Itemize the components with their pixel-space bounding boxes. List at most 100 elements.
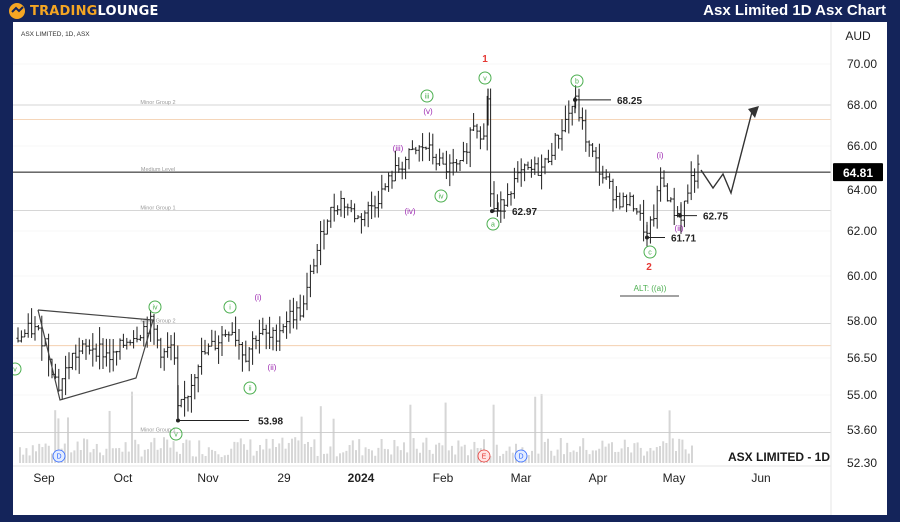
volume-bar [540, 393, 543, 463]
volume-bar [598, 448, 601, 463]
volume-bar [463, 444, 466, 463]
volume-bar [67, 417, 69, 463]
volume-bar [163, 437, 165, 463]
volume-bar [511, 452, 514, 463]
volume-bar [31, 445, 34, 463]
callout-dot [573, 97, 577, 102]
volume-bar [143, 449, 146, 463]
y-tick-label: 56.50 [847, 351, 877, 365]
wave-label-purple: (i) [254, 293, 261, 302]
volume-bar [441, 445, 444, 463]
y-tick-label: 53.60 [847, 423, 877, 437]
volume-bar [44, 443, 47, 463]
volume-bar [63, 443, 66, 463]
volume-bar [566, 442, 569, 463]
volume-bar [611, 442, 613, 463]
volume-bar [467, 455, 469, 463]
volume-bar [691, 445, 693, 463]
wave-label-green: iv [438, 194, 444, 201]
volume-bar [204, 455, 207, 463]
volume-bar [409, 404, 412, 463]
volume-bar [393, 439, 396, 463]
wave-label-purple: (i) [656, 151, 663, 160]
volume-bar [460, 446, 463, 463]
volume-bar [550, 450, 553, 463]
volume-bar [447, 450, 450, 463]
wave-label-green: i [229, 305, 231, 312]
volume-bar [47, 445, 50, 463]
wave-label-red: 1 [482, 54, 488, 65]
wave-label-green: b [575, 79, 579, 86]
x-tick-label: Mar [511, 471, 532, 485]
volume-bar [499, 455, 501, 463]
price-chart[interactable]: Minor Group 2 Medium Level Minor Group 1 Mi… [8, 22, 887, 515]
volume-bar [662, 441, 665, 463]
volume-bar [326, 453, 329, 463]
volume-bar [364, 447, 367, 463]
volume-bar [543, 441, 546, 463]
volume-bar [211, 449, 213, 463]
volume-bar [435, 444, 437, 463]
volume-bar [377, 447, 380, 463]
volume-bar [172, 441, 175, 463]
x-tick-label: Oct [114, 471, 133, 485]
volume-bar [633, 443, 636, 463]
volume-bar [659, 446, 661, 463]
volume-bar [140, 456, 143, 463]
y-tick-label: 52.30 [847, 456, 877, 470]
symbol-info: ASX LIMITED, 1D, ASX [21, 31, 90, 38]
volume-bar [652, 450, 655, 463]
volume-bar [201, 454, 204, 463]
volume-bar [495, 444, 498, 463]
volume-bar [403, 442, 405, 463]
volume-bar [678, 438, 681, 463]
volume-bar [166, 439, 169, 463]
volume-bar [367, 448, 370, 463]
y-tick-label: 68.00 [847, 98, 877, 112]
volume-bar [236, 442, 239, 463]
wave-label-green: v [174, 432, 178, 439]
volume-bar [505, 450, 508, 463]
volume-bar [73, 450, 76, 463]
volume-bar [127, 451, 130, 463]
volume-bar [569, 452, 572, 463]
level-label: Medium Level [141, 167, 175, 173]
volume-bar [553, 455, 556, 463]
event-marker [514, 449, 528, 463]
volume-bar [575, 451, 578, 463]
event-marker [477, 449, 491, 463]
volume-bar [79, 449, 82, 463]
volume-bar [198, 440, 201, 463]
volume-bar [415, 448, 418, 463]
volume-bar [390, 454, 393, 463]
volume-bar [99, 452, 101, 463]
x-tick-label: Feb [433, 471, 454, 485]
chart-frame: Minor Group 2 Medium Level Minor Group 1 Mi… [8, 22, 887, 515]
volume-bar [265, 438, 268, 463]
volume-bar [239, 438, 242, 463]
volume-bar [604, 446, 607, 463]
volume-bar [684, 449, 687, 463]
bars-layer [16, 85, 700, 421]
volume-bar [643, 455, 645, 463]
volume-bar [534, 396, 537, 463]
volume-bar [623, 439, 626, 463]
wave-circle-green [148, 300, 162, 314]
volume-bar [153, 437, 156, 463]
x-tick-label: Jun [751, 471, 770, 485]
wave-label-purple: (ii) [675, 224, 684, 233]
volume-bar [639, 447, 642, 463]
alt-wave-label: ALT: ((a)) [634, 284, 667, 293]
volume-bar [89, 452, 92, 463]
volume-bar [588, 454, 591, 463]
volume-bar [255, 450, 258, 463]
callout-price: 62.75 [703, 212, 728, 223]
tradinglounge-logo: TRADINGLOUNGE [8, 2, 159, 20]
volume-bar [313, 439, 316, 463]
wave-label-purple: (ii) [268, 363, 277, 372]
volume-bar [655, 447, 658, 463]
header-bar: TRADINGLOUNGE Asx Limited 1D Asx Chart [0, 0, 900, 22]
wave-circle-green [434, 189, 448, 203]
volume-bar [547, 438, 549, 463]
volume-bar [627, 447, 629, 463]
